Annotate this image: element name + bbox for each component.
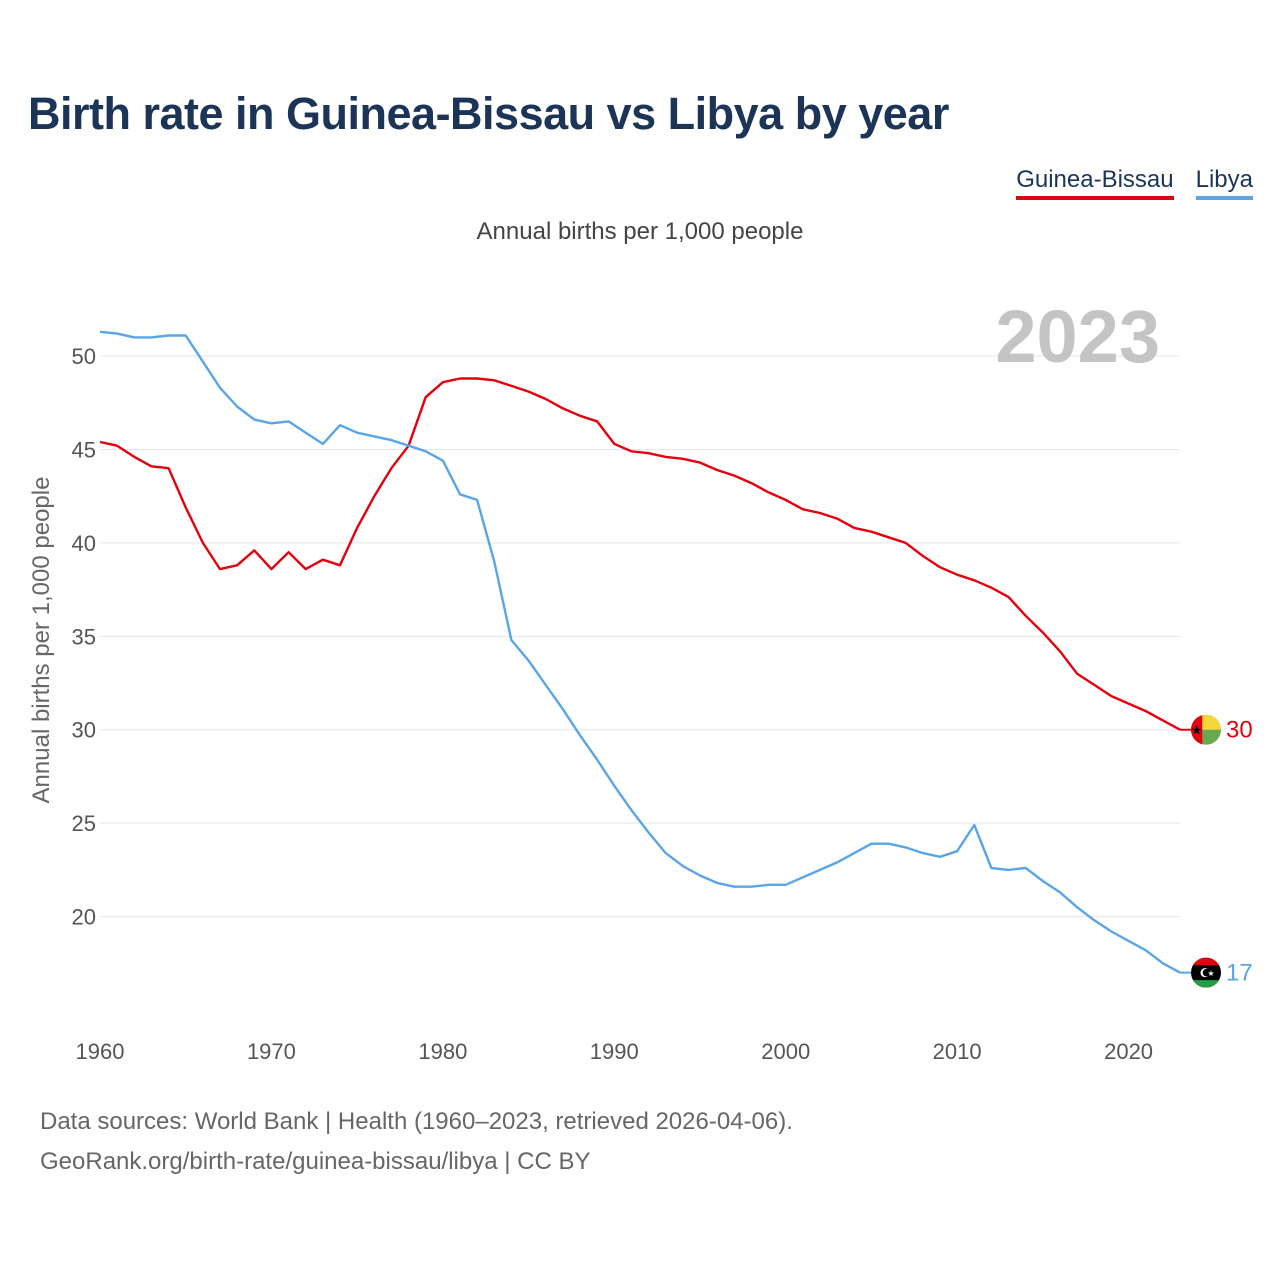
legend: Guinea-Bissau Libya xyxy=(1016,166,1253,200)
legend-item-libya[interactable]: Libya xyxy=(1195,166,1253,200)
y-tick-label: 35 xyxy=(72,624,96,649)
series-lines xyxy=(99,330,1181,974)
footer-url[interactable]: GeoRank.org/birth-rate/guinea-bissau/lib… xyxy=(40,1148,591,1175)
y-axis-ticks: 20 25 30 35 40 45 50 xyxy=(72,344,96,930)
x-tick-label: 2000 xyxy=(761,1039,810,1064)
chart-subtitle: Annual births per 1,000 people xyxy=(476,218,804,245)
series-line-libya[interactable] xyxy=(99,330,1181,974)
y-tick-label: 30 xyxy=(72,718,96,743)
y-tick-label: 40 xyxy=(72,531,96,556)
x-tick-label: 1980 xyxy=(418,1039,467,1064)
svg-text:★: ★ xyxy=(1191,724,1203,739)
series-end-markers: ★ 30 ★ 17 xyxy=(1180,714,1253,988)
x-tick-label: 1970 xyxy=(247,1039,296,1064)
guinea-bissau-flag-icon: ★ xyxy=(1191,714,1221,745)
y-tick-label: 50 xyxy=(72,344,96,369)
x-tick-label: 2020 xyxy=(1104,1039,1153,1064)
y-tick-label: 20 xyxy=(72,905,96,930)
svg-text:★: ★ xyxy=(1207,969,1214,978)
libya-flag-icon: ★ xyxy=(1191,957,1221,988)
y-tick-label: 45 xyxy=(72,437,96,462)
year-watermark: 2023 xyxy=(995,295,1160,378)
chart-title: Birth rate in Guinea-Bissau vs Libya by … xyxy=(28,88,949,139)
line-chart: 20 25 30 35 40 45 50 1960 1970 1980 1990 2000 2010 2… xyxy=(72,295,1253,1064)
x-tick-label: 1990 xyxy=(590,1039,639,1064)
end-value-label-libya: 17 xyxy=(1226,960,1253,987)
footer-sources: Data sources: World Bank | Health (1960–… xyxy=(40,1108,793,1135)
x-axis-ticks: 1960 1970 1980 1990 2000 2010 2020 xyxy=(76,1039,1154,1064)
legend-item-guinea-bissau[interactable]: Guinea-Bissau xyxy=(1016,166,1174,200)
end-value-label-guinea-bissau: 30 xyxy=(1226,717,1253,744)
series-line-guinea-bissau[interactable] xyxy=(99,377,1181,731)
x-tick-label: 2010 xyxy=(933,1039,982,1064)
y-tick-label: 25 xyxy=(72,811,96,836)
x-tick-label: 1960 xyxy=(76,1039,125,1064)
gridlines xyxy=(100,355,1180,918)
